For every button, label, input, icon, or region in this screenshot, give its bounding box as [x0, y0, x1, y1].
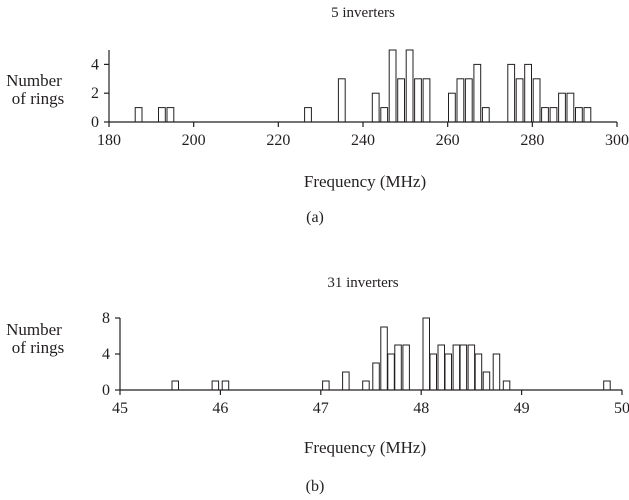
x-tick-label: 240	[351, 132, 375, 149]
y-tick-labels: 0 2 4	[91, 56, 99, 131]
histogram-bar	[456, 78, 465, 123]
histogram-bar	[583, 107, 592, 123]
y-axis-label-line-2: of rings	[12, 338, 64, 357]
x-tick-label: 260	[436, 132, 460, 149]
y-tick-label: 2	[91, 85, 99, 102]
histogram-bar	[481, 107, 490, 123]
histogram-bar	[459, 344, 468, 391]
histogram-bar	[566, 92, 575, 123]
histogram-bar	[394, 344, 402, 391]
histogram-bar	[532, 78, 541, 123]
y-axis-label-line-1: Number	[6, 71, 62, 90]
histogram-bar	[473, 63, 482, 123]
x-tick-label: 46	[212, 400, 228, 417]
histogram-bar	[371, 92, 380, 123]
histogram-bar	[387, 353, 395, 391]
histogram-bar	[429, 353, 437, 391]
histogram-bar	[492, 353, 501, 391]
y-tick-labels: 0 4 8	[102, 310, 110, 399]
x-tick-label: 220	[266, 132, 290, 149]
y-tick-label: 8	[102, 310, 110, 327]
histogram-bar	[422, 78, 431, 123]
x-tick-labels: 180 200 220 240 260 280 300	[97, 132, 629, 149]
histogram-bar	[474, 353, 483, 391]
x-tick-label: 300	[605, 132, 629, 149]
histogram-bar	[422, 317, 430, 391]
y-axis-label-line-2: of rings	[12, 89, 64, 108]
x-axis-label: Frequency (MHz)	[304, 172, 426, 191]
panel-a: 5 inverters Number of rings 180 200 220 240…	[6, 5, 629, 226]
histogram-bar	[414, 78, 422, 123]
histogram-bar	[342, 371, 350, 391]
histogram-bar	[502, 380, 511, 391]
histogram-bar	[452, 344, 461, 391]
histogram-bar	[575, 107, 583, 123]
panel-b: 31 inverters Number of rings 45 46 47 48 49 5…	[6, 275, 629, 495]
x-tick-label: 48	[413, 400, 429, 417]
histogram-bar	[464, 78, 473, 123]
histogram-bar	[558, 92, 566, 123]
y-tick-label: 0	[91, 114, 99, 131]
histogram-bar	[211, 380, 220, 391]
x-tick-label: 45	[112, 400, 128, 417]
y-tick-label: 4	[102, 346, 110, 363]
histogram-bar	[166, 107, 175, 123]
histogram-bar	[524, 63, 533, 123]
bar-group	[134, 49, 592, 123]
y-tick-label: 0	[102, 382, 110, 399]
chart-title: 5 inverters	[331, 5, 395, 21]
histogram-bar	[304, 107, 312, 123]
panel-caption: (b)	[306, 478, 325, 495]
histogram-bar	[337, 78, 346, 123]
histogram-bar	[372, 362, 380, 391]
axes	[104, 50, 618, 127]
x-tick-label: 49	[514, 400, 530, 417]
x-tick-label: 200	[182, 132, 206, 149]
histogram-bar	[171, 380, 179, 391]
histogram-bar	[603, 380, 611, 391]
y-tick-label: 4	[91, 56, 99, 73]
histogram-bar	[221, 380, 230, 391]
histogram-bar	[448, 92, 456, 123]
histogram-bar	[388, 49, 397, 123]
histogram-bar	[380, 326, 388, 391]
bar-group	[171, 317, 611, 391]
x-tick-label: 50	[614, 400, 629, 417]
x-tick-label: 280	[520, 132, 544, 149]
histogram-bar	[437, 344, 445, 391]
x-tick-label: 180	[97, 132, 121, 149]
axes	[115, 317, 623, 395]
histogram-bar	[515, 78, 524, 123]
histogram-bar	[507, 63, 516, 123]
histogram-bar	[482, 371, 491, 391]
x-tick-labels: 45 46 47 48 49 50	[112, 400, 629, 417]
histogram-bar	[402, 344, 410, 391]
histogram-bar	[467, 344, 476, 391]
histogram-bar	[405, 49, 414, 123]
histogram-bar	[397, 78, 406, 123]
histogram-bar	[322, 380, 330, 391]
histogram-bar	[134, 107, 143, 123]
histogram-bar	[362, 380, 370, 391]
y-axis-label-line-1: Number	[6, 320, 62, 339]
x-axis-label: Frequency (MHz)	[304, 438, 426, 457]
histogram-bar	[541, 107, 549, 123]
x-tick-label: 47	[313, 400, 329, 417]
panel-caption: (a)	[306, 209, 324, 226]
histogram-bar	[158, 107, 166, 123]
histogram-bar	[380, 107, 389, 123]
histogram-bar	[444, 353, 452, 391]
histogram-bar	[549, 107, 558, 123]
chart-title: 31 inverters	[327, 275, 398, 291]
